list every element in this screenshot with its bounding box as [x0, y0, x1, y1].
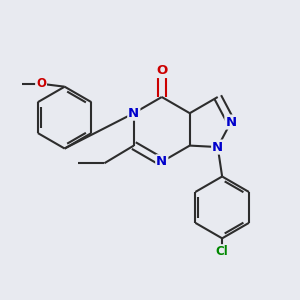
Text: N: N	[212, 141, 223, 154]
Text: Cl: Cl	[216, 245, 229, 258]
Text: N: N	[225, 116, 236, 128]
Text: O: O	[156, 64, 167, 77]
Text: O: O	[36, 77, 46, 90]
Text: N: N	[128, 107, 140, 120]
Text: N: N	[156, 155, 167, 168]
